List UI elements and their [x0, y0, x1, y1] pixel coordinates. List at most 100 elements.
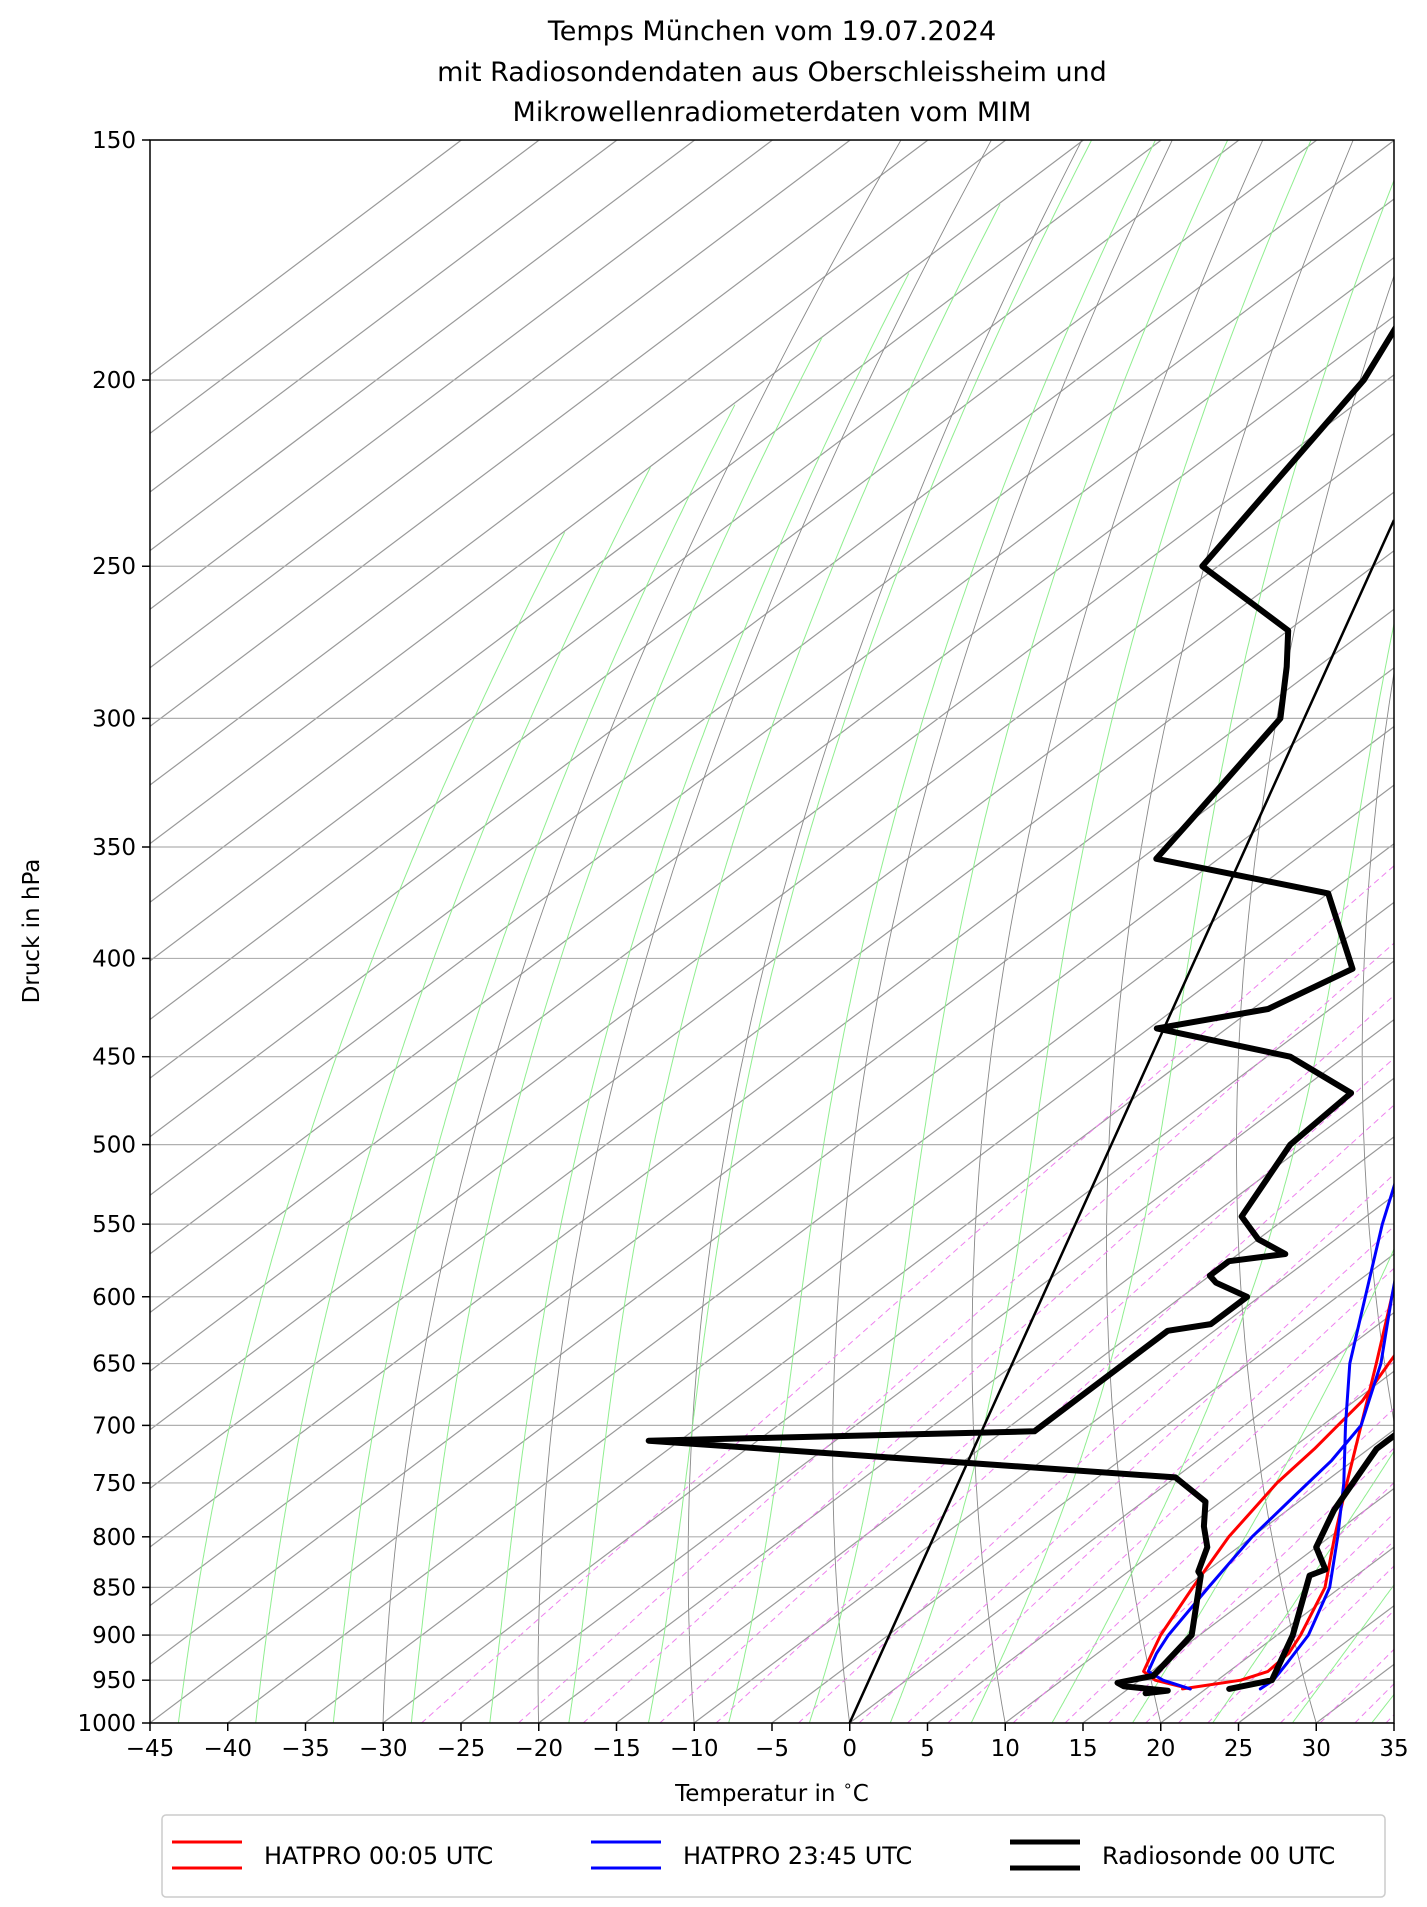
isotherm-line: [150, 140, 1162, 904]
x-tick-label: 0: [842, 1736, 857, 1762]
isotherm-line: [150, 725, 1394, 1665]
mixing-ratio-line: [1385, 1714, 1394, 1723]
isotherm-line: [150, 140, 851, 669]
x-tick-label: −35: [281, 1736, 330, 1762]
mixing-ratio-line: [858, 1225, 1394, 1723]
mixing-ratio-line: [1145, 1482, 1394, 1723]
isotherm-line: [304, 901, 1394, 1723]
mixing-ratio-line: [907, 1267, 1394, 1723]
isotherm-line: [150, 374, 1394, 1314]
isotherm-line: [150, 140, 540, 435]
isotherm-line: [1393, 1722, 1394, 1723]
series-0-temperature-line: [1181, 1282, 1394, 1691]
isotherm-line: [460, 1018, 1394, 1723]
mixing-ratio-line: [582, 994, 1394, 1723]
x-tick-label: 10: [991, 1736, 1020, 1762]
y-tick-label: 900: [92, 1623, 136, 1649]
moist-adiabat-line: [332, 404, 736, 1723]
legend: HATPRO 00:05 UTC HATPRO 23:45 UTC Radios…: [161, 1814, 1386, 1898]
mixing-ratio-line: [1414, 380, 1427, 1723]
data-series: [645, 324, 1394, 1723]
isotherm-line: [927, 1370, 1394, 1723]
y-axis-label: Druck in hPa: [19, 859, 45, 1004]
y-tick-label: 350: [92, 835, 136, 861]
isotherm-line: [150, 140, 696, 552]
y-tick-label: 650: [92, 1352, 136, 1378]
isotherm-line: [150, 315, 1394, 1255]
y-tick-label: 800: [92, 1525, 136, 1551]
x-tick-label: −45: [126, 1736, 175, 1762]
y-tick-label: 600: [92, 1285, 136, 1311]
x-tick-label: 30: [1302, 1736, 1331, 1762]
legend-label-radiosonde: Radiosonde 00 UTC: [1102, 1842, 1335, 1870]
dry-adiabat-line: [537, 140, 992, 1723]
x-tick-label: −15: [592, 1736, 641, 1762]
mixing-ratio-line: [1207, 1540, 1394, 1723]
y-tick-label: 700: [92, 1413, 136, 1439]
isotherm-line: [150, 198, 1394, 1138]
isotherm-line: [771, 1253, 1394, 1723]
isotherm-line: [150, 667, 1394, 1607]
y-axis-ticks: 1000 950 900 850 800 750 700 650 600 550 500 450 400…: [77, 128, 150, 1737]
isotherm-line: [150, 608, 1394, 1548]
legend-box: [161, 1814, 1386, 1898]
mixing-ratio-line: [1064, 1407, 1394, 1723]
mixing-ratio-line: [659, 1057, 1394, 1723]
isotherm-line: [150, 140, 1394, 1079]
series-0-dewpoint-line: [1142, 1353, 1394, 1691]
isotherm-line: [150, 140, 1084, 845]
y-tick-label: 450: [92, 1045, 136, 1071]
dry-adiabat-line: [971, 140, 1264, 1723]
y-tick-label: 300: [92, 706, 136, 732]
dry-adiabat-line: [832, 140, 1173, 1723]
chart-title-line-1: Temps München vom 19.07.2024: [547, 16, 996, 47]
x-tick-label: −10: [670, 1736, 719, 1762]
x-tick-label: −30: [359, 1736, 408, 1762]
mixing-ratio-line: [1012, 1360, 1394, 1723]
moist-adiabat-line: [177, 531, 566, 1723]
isotherm-line: [615, 1136, 1394, 1723]
isotherm-line: [150, 784, 1394, 1723]
isotherm-line: [150, 256, 1394, 1197]
y-tick-label: 250: [92, 554, 136, 580]
mixing-ratio-line: [798, 1173, 1394, 1723]
dry-adiabat-line: [382, 140, 902, 1723]
isotherm-line: [150, 140, 1007, 786]
series-2-dewpoint-line: [645, 324, 1394, 1697]
isotherm-line: [150, 491, 1394, 1431]
moist-adiabat-line: [255, 466, 651, 1723]
y-tick-label: 400: [92, 946, 136, 972]
y-tick-label: 550: [92, 1212, 136, 1238]
isotherm-line: [849, 1311, 1394, 1723]
x-tick-label: 5: [920, 1736, 935, 1762]
dry-adiabat-line: [687, 140, 1083, 1723]
y-tick-label: 200: [92, 368, 136, 394]
isotherm-line: [150, 140, 773, 610]
y-tick-label: 750: [92, 1471, 136, 1497]
moist-adiabat-line: [970, 178, 1394, 1723]
x-tick-label: 15: [1068, 1736, 1097, 1762]
isotherm-line: [382, 960, 1394, 1723]
x-tick-label: −20: [514, 1736, 563, 1762]
mixing-ratio-line: [1319, 1648, 1394, 1723]
moist-adiabat-line: [1212, 1450, 1394, 1723]
moist-adiabat-line: [410, 336, 823, 1723]
y-tick-label: 950: [92, 1668, 136, 1694]
mixing-ratio-line: [1233, 1565, 1394, 1723]
legend-item-hatpro-2345: HATPRO 23:45 UTC: [591, 1840, 912, 1870]
background-lines: [150, 140, 1427, 1723]
isotherm-line: [150, 549, 1394, 1490]
x-tick-label: −40: [203, 1736, 252, 1762]
mixing-ratio-line: [1178, 1512, 1394, 1723]
y-tick-label: 500: [92, 1133, 136, 1159]
x-tick-label: 35: [1379, 1736, 1408, 1762]
moist-adiabat-line: [489, 273, 910, 1723]
isotherm-line: [693, 1194, 1394, 1723]
isotherm-line: [1238, 1604, 1394, 1723]
x-tick-label: 25: [1224, 1736, 1253, 1762]
mixing-ratio-line: [518, 942, 1394, 1723]
moist-adiabat-line: [1131, 1247, 1394, 1723]
legend-label-hatpro-0005: HATPRO 00:05 UTC: [264, 1842, 493, 1870]
series-2-temperature-line: [1226, 1431, 1394, 1692]
